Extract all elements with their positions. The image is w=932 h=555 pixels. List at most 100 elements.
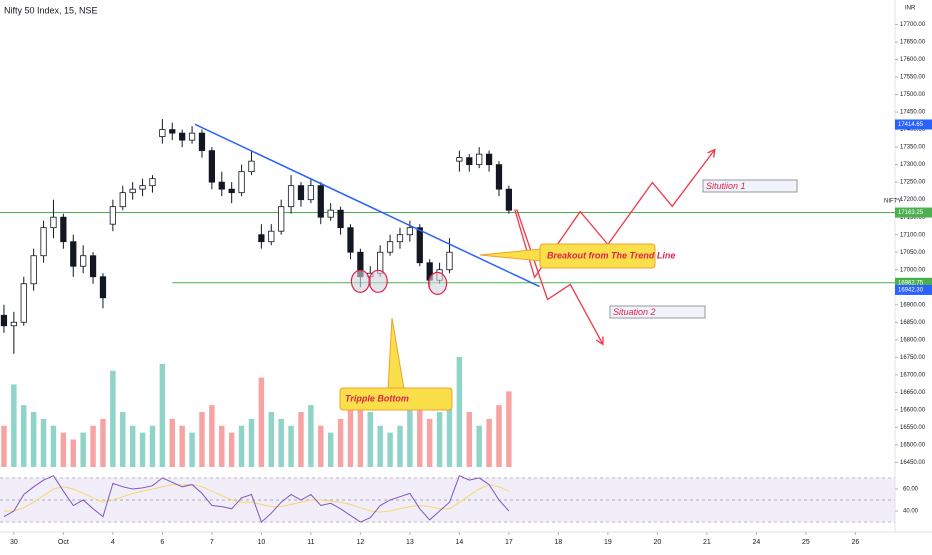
y-tick-label: 17600.00 [900,57,926,63]
price-tag-label: 16942.30 [898,288,924,294]
candle-body [258,234,265,243]
y-tick-label: 17250.00 [900,180,926,186]
price-tag [895,207,932,218]
volume-bar [347,398,354,467]
volume-bar [100,418,106,467]
y-tick-label: 16500.00 [900,442,926,448]
candle-body [386,241,394,253]
candle-body [446,251,453,271]
candle-body [60,216,67,243]
candle-body [40,227,47,257]
y-tick-label: 17450.00 [900,110,926,116]
note-text: Situtiion 1 [706,181,746,191]
volume-bar [159,363,166,467]
volume-bar [436,412,443,467]
candle-body [456,157,463,162]
y-tick-label: 16800.00 [900,337,926,343]
x-tick-label: 14 [455,539,463,546]
price-tag-label: 16962.75 [898,280,924,286]
callout-box [539,243,656,269]
volume-bar [466,412,473,467]
x-tick-label: 12 [356,539,364,546]
volume-bar [337,418,344,467]
x-tick-label: 7 [210,539,214,546]
volume-bar [288,425,294,467]
marks: 16450.00 16500.00 16550.00 16600.00 16650.00… [0,22,932,546]
candle-body [297,185,305,201]
candle-body [218,181,225,190]
candle-body [416,227,423,264]
volume-bar [120,412,126,467]
candle-body [278,206,285,232]
volume-bar [219,425,225,467]
y-tick-label: 17050.00 [900,250,926,256]
volume-bar [298,412,304,467]
volume-bar [30,412,37,467]
x-tick-label: 20 [653,539,661,546]
volume-bar [110,370,116,467]
candle-body [238,171,245,194]
y-tick-label: 16550.00 [900,425,926,431]
candle-body [268,230,275,243]
x-tick-label: 26 [851,539,859,546]
volume-bar [169,418,175,467]
callout-text: Breakout from The Trend Line [547,250,675,260]
volume-bar [367,412,373,467]
x-tick-label: 21 [703,539,711,546]
candle-body [495,164,503,190]
y-tick-label: 17650.00 [900,40,926,46]
volume-bar [209,405,215,467]
candle-body [20,283,27,323]
bottom-circle [368,269,388,293]
chart-title: Nifty 50 Index, 15, NSE [4,5,98,15]
candle-body [317,185,324,218]
volume-bar [199,412,205,467]
y-tick-label: 16450.00 [900,460,926,466]
candle-body [70,241,77,267]
y-tick-label: 17400.00 [900,127,926,133]
candle-body [159,129,166,138]
price-tag-label: 17163.25 [898,210,924,216]
volume-bar [139,432,146,467]
candle-body [208,150,215,183]
x-tick-label: 13 [406,539,414,546]
candle-body [129,188,136,194]
candle-body [188,132,196,141]
x-tick-label: 10 [257,539,265,546]
volume-bar [426,418,433,467]
x-tick-label: 30 [10,539,18,546]
volume-bar [80,432,86,467]
volume-bar [486,418,492,467]
volume-bar [1,425,7,467]
y-tick-label: 17700.00 [900,22,926,28]
candle-body [505,188,513,211]
volume-bar [189,432,195,467]
x-tick-label: 11 [307,539,314,546]
y-tick-label: 17200.00 [900,197,926,203]
volume-bar [506,391,512,467]
candle-body [119,192,126,208]
candle-body [149,178,156,187]
candle-body [396,234,404,243]
x-tick-label: 4 [111,539,115,546]
y-tick-label: 17150.00 [900,215,926,221]
candle-body [307,185,314,201]
volume-bar [377,425,383,467]
candle-body [99,276,107,299]
volume-bar [496,405,502,467]
candle-body [109,206,116,225]
volume-bar [50,425,57,467]
volume-bar [60,432,67,467]
y-tick-label: 16850.00 [900,320,926,326]
volume-bar [387,432,393,467]
y-tick-label: 16900.00 [900,302,926,308]
y-tick-label: 16650.00 [900,390,926,396]
volume-bar [318,425,324,467]
volume-bar [238,425,245,467]
rsi-line [3,475,510,523]
candle-body [50,216,57,229]
trend-line [194,123,540,288]
volume-bar [417,398,423,467]
x-tick-label: 18 [554,539,562,546]
